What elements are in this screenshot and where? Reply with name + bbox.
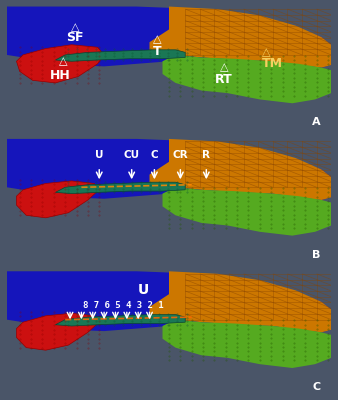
Text: SF: SF — [66, 30, 83, 44]
Text: △: △ — [262, 47, 271, 57]
Polygon shape — [149, 139, 331, 200]
Text: △: △ — [71, 22, 79, 32]
Polygon shape — [55, 182, 185, 194]
Text: TM: TM — [262, 57, 283, 70]
Polygon shape — [7, 139, 331, 200]
Text: △: △ — [153, 35, 162, 45]
Polygon shape — [55, 314, 185, 326]
Text: A: A — [312, 117, 321, 127]
Text: △: △ — [59, 56, 68, 66]
Text: RT: RT — [215, 72, 233, 86]
Text: CR: CR — [172, 150, 188, 160]
Text: B: B — [312, 250, 321, 260]
Text: HH: HH — [50, 69, 71, 82]
Polygon shape — [7, 6, 331, 68]
Polygon shape — [17, 181, 98, 218]
Text: C: C — [151, 150, 158, 160]
Polygon shape — [163, 187, 331, 236]
Polygon shape — [163, 320, 331, 368]
Polygon shape — [7, 271, 331, 332]
Text: C: C — [313, 382, 321, 392]
Text: R: R — [202, 150, 210, 160]
Text: U: U — [138, 283, 149, 297]
Polygon shape — [149, 271, 331, 332]
Polygon shape — [17, 45, 104, 83]
Polygon shape — [17, 313, 98, 350]
Text: 8 7 6 5 4 3 2 1: 8 7 6 5 4 3 2 1 — [83, 301, 164, 310]
Text: T: T — [153, 44, 162, 58]
Text: CU: CU — [124, 150, 140, 160]
Polygon shape — [55, 50, 185, 61]
Text: △: △ — [220, 63, 228, 73]
Polygon shape — [163, 55, 331, 103]
Polygon shape — [149, 6, 331, 68]
Text: U: U — [95, 150, 103, 160]
